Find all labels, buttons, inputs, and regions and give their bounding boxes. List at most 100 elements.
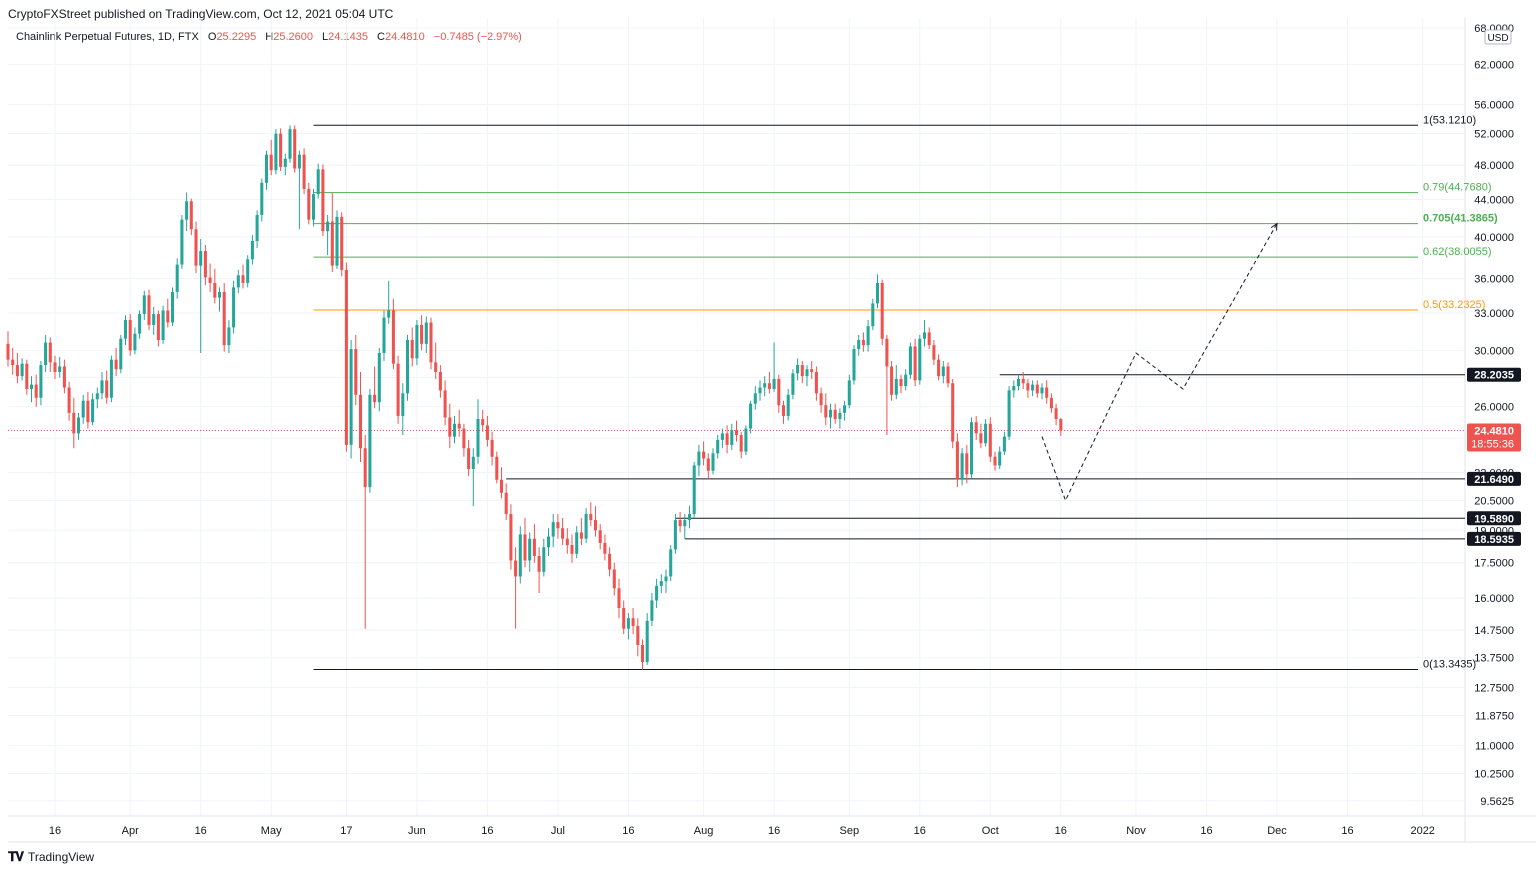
candle-body — [175, 264, 179, 292]
candle-body — [664, 576, 668, 582]
candle-body — [34, 384, 38, 398]
candle-body — [720, 433, 724, 440]
candle — [899, 374, 903, 394]
candle-body — [227, 327, 231, 346]
candle — [72, 397, 76, 449]
candle-body — [81, 400, 85, 418]
candle-body — [283, 158, 287, 167]
candle — [504, 483, 508, 521]
candle-body — [847, 380, 851, 406]
price-axis[interactable]: 68.000062.000056.000052.000048.000044.00… — [1467, 23, 1521, 808]
candle — [452, 415, 457, 444]
candle — [109, 355, 113, 403]
candle-body — [189, 201, 193, 230]
candle-body — [984, 423, 988, 444]
candle-body — [420, 324, 424, 344]
candle-body — [706, 458, 710, 471]
candle-body — [138, 314, 142, 334]
level-price-label: 19.5890 — [1474, 513, 1514, 525]
candle — [363, 435, 367, 629]
candle — [593, 506, 598, 537]
candle — [166, 298, 170, 328]
x-tick-label: Jun — [408, 825, 426, 837]
candle-body — [918, 338, 922, 381]
candle-body — [1054, 408, 1058, 420]
candle — [467, 439, 471, 477]
candle — [170, 287, 175, 327]
candle — [847, 374, 851, 409]
candle — [100, 371, 104, 400]
candle-body — [608, 553, 612, 570]
candle-body — [800, 365, 804, 377]
y-tick-label: 10.2500 — [1474, 768, 1514, 780]
candle-body — [946, 366, 950, 384]
candle — [988, 417, 992, 462]
x-tick-label: 16 — [481, 825, 493, 837]
y-tick-label: 17.5000 — [1474, 558, 1514, 570]
candle-body — [391, 310, 395, 364]
candle — [589, 502, 593, 527]
candle-body — [302, 154, 306, 189]
candle-body — [922, 332, 927, 339]
candle-body — [288, 129, 292, 159]
candle-body — [142, 295, 146, 315]
candle-body — [53, 362, 57, 372]
projection-path[interactable] — [1041, 222, 1278, 502]
candle — [532, 524, 536, 563]
candle — [443, 380, 447, 426]
candle-body — [377, 353, 381, 403]
candle — [739, 431, 743, 459]
candle — [908, 342, 912, 379]
candle-body — [354, 349, 358, 395]
candle-body — [485, 425, 489, 440]
candle-body — [617, 588, 621, 608]
candle — [819, 387, 823, 413]
candle-body — [899, 378, 903, 387]
candle-body — [993, 456, 997, 466]
last-price-label: 24.4810 — [1474, 425, 1514, 437]
candle-body — [335, 216, 339, 266]
candle-body — [1059, 419, 1063, 431]
low-value: 24.1435 — [328, 31, 368, 43]
candle-body — [518, 534, 522, 577]
candle — [260, 178, 264, 222]
candle-body — [626, 618, 630, 629]
candle-body — [321, 169, 325, 232]
candle-body — [697, 451, 701, 466]
y-tick-label: 11.0000 — [1475, 741, 1514, 753]
candle-body — [105, 380, 109, 398]
candle — [105, 370, 109, 404]
tradingview-logo-icon: 𝐓𝐕 — [8, 849, 24, 864]
candle — [655, 578, 659, 608]
horizontal-levels[interactable] — [8, 374, 1465, 540]
candle-body — [927, 332, 931, 346]
candle-body — [133, 333, 137, 351]
candle — [546, 528, 551, 557]
x-tick-label: May — [261, 825, 282, 837]
candle-body — [937, 359, 941, 377]
candle — [114, 347, 118, 377]
candle — [377, 347, 381, 412]
time-axis[interactable]: 16 Apr 16 May 17 Jun 16 Jul 16 Aug 16 Sep 16 Oct 16 Nov… — [49, 825, 1435, 837]
candle — [791, 369, 795, 400]
candle-body — [1049, 397, 1053, 409]
candle — [91, 393, 95, 426]
symbol-name: Chainlink Perpetual Futures, 1D, FTX — [16, 31, 199, 43]
level-price-label: 18.5935 — [1474, 534, 1514, 546]
candle — [932, 339, 936, 366]
candle — [852, 345, 856, 385]
fibonacci-retracement[interactable]: 1(53.1210) 0.79(44.7680) 0.705(41.3865) 0.6… — [313, 114, 1498, 671]
y-tick-label: 33.0000 — [1474, 308, 1514, 320]
candle-body — [264, 154, 269, 183]
y-tick-label: 26.0000 — [1474, 402, 1514, 414]
candle-body — [29, 384, 34, 389]
candle — [772, 342, 776, 392]
candle — [81, 394, 85, 424]
candle-body — [838, 412, 842, 420]
candle-body — [405, 339, 410, 394]
candle-body — [363, 448, 367, 488]
candle-body — [640, 645, 645, 663]
candle-body — [763, 383, 767, 388]
candle — [11, 347, 15, 375]
